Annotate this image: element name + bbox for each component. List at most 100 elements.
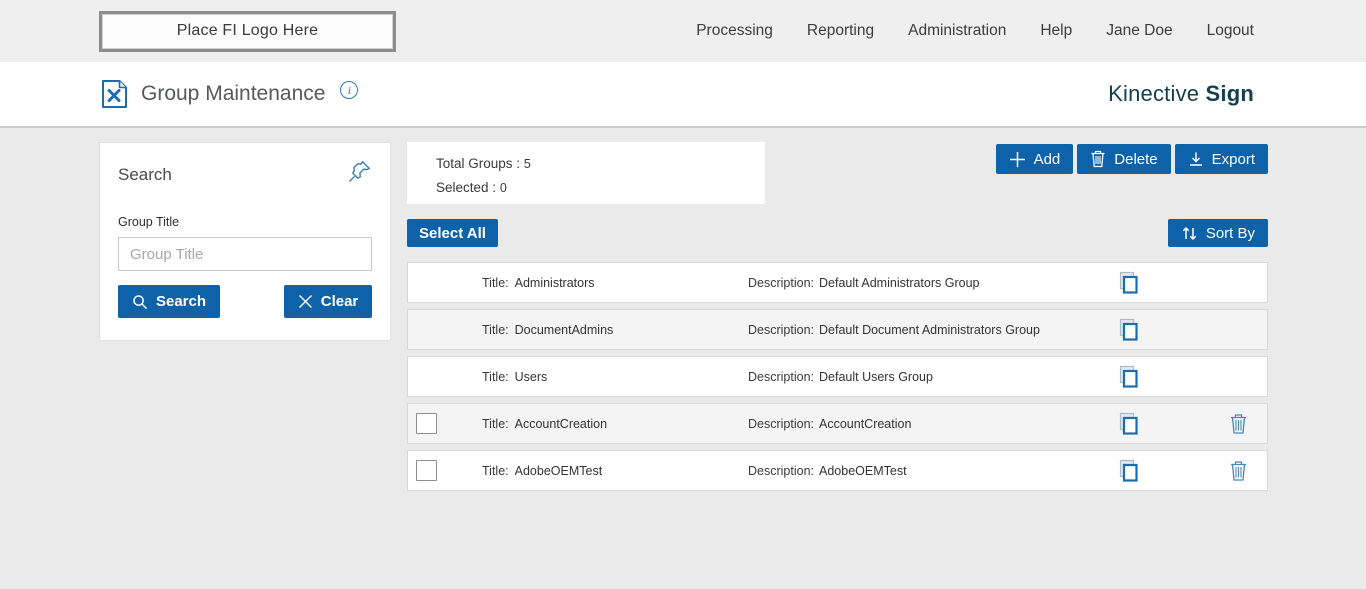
row-title-value: AccountCreation (514, 416, 608, 431)
row-title-cell: Title: AdobeOEMTest (482, 464, 748, 478)
group-row: Title: DocumentAdmins Description: Defau… (407, 309, 1268, 350)
nav-logout[interactable]: Logout (1206, 22, 1254, 39)
group-maintenance-page-icon (101, 79, 128, 109)
row-title-cell: Title: Users (482, 370, 748, 384)
row-checkbox-cell (408, 460, 482, 481)
total-groups-line: Total Groups : 5 (436, 156, 531, 171)
row-copy-button[interactable] (1117, 270, 1141, 296)
nav-administration[interactable]: Administration (908, 22, 1007, 39)
row-delete-button[interactable] (1227, 413, 1249, 435)
clear-x-icon (298, 294, 313, 309)
row-title-label: Title: (482, 416, 509, 431)
info-icon[interactable]: i (340, 81, 359, 99)
row-checkbox[interactable] (416, 460, 437, 481)
page-title: Group Maintenance (141, 82, 326, 105)
group-row: Title: AccountCreation Description: Acco… (407, 403, 1268, 444)
plus-icon (1009, 151, 1026, 168)
group-title-input[interactable] (118, 237, 372, 271)
row-title-label: Title: (482, 322, 509, 337)
row-title-cell: Title: AccountCreation (482, 417, 748, 431)
row-title-cell: Title: DocumentAdmins (482, 323, 748, 337)
row-title-value: Administrators (514, 275, 595, 290)
row-description-label: Description: (748, 275, 814, 290)
row-title-cell: Title: Administrators (482, 276, 748, 290)
row-description-label: Description: (748, 322, 814, 337)
total-groups-count: 5 (523, 157, 531, 171)
row-copy-button[interactable] (1117, 317, 1141, 343)
selected-line: Selected : 0 (436, 180, 507, 195)
row-copy-button[interactable] (1117, 364, 1141, 390)
row-copy-button[interactable] (1117, 411, 1141, 437)
page-header: Group Maintenance i Kinective Sign (0, 62, 1366, 128)
delete-button[interactable]: Delete (1077, 144, 1171, 174)
row-description-cell: Description: Default Users Group (748, 370, 1117, 384)
copy-icon (1117, 270, 1141, 296)
row-description-value: Default Document Administrators Group (819, 322, 1040, 337)
group-row: Title: Users Description: Default Users … (407, 356, 1268, 397)
search-panel-title: Search (118, 165, 172, 184)
download-icon (1188, 151, 1204, 167)
row-description-value: AccountCreation (819, 416, 912, 431)
row-checkbox-cell (408, 319, 482, 340)
nav-reporting[interactable]: Reporting (806, 22, 875, 39)
add-button[interactable]: Add (995, 144, 1074, 174)
list-controls: Select All Sort By (407, 219, 1268, 247)
row-checkbox-cell (408, 413, 482, 434)
row-description-cell: Description: AdobeOEMTest (748, 464, 1117, 478)
nav-user-jane-doe[interactable]: Jane Doe (1106, 22, 1173, 39)
summary-box: Total Groups : 5 Selected : 0 (407, 142, 765, 204)
group-title-label: Group Title (118, 215, 180, 229)
row-description-cell: Description: Default Document Administra… (748, 323, 1117, 337)
brand-product: Sign (1205, 81, 1254, 106)
row-description-value: AdobeOEMTest (819, 463, 907, 478)
row-title-value: AdobeOEMTest (514, 463, 603, 478)
nav-help[interactable]: Help (1040, 22, 1073, 39)
row-description-cell: Description: Default Administrators Grou… (748, 276, 1117, 290)
action-buttons: Add Delete (995, 144, 1268, 174)
select-all-button[interactable]: Select All (407, 219, 498, 247)
search-button[interactable]: Search (118, 285, 220, 318)
search-icon (132, 294, 148, 310)
row-description-cell: Description: AccountCreation (748, 417, 1117, 431)
content-area: Search Group Title Search (0, 128, 1366, 497)
group-row: Title: AdobeOEMTest Description: AdobeOE… (407, 450, 1268, 491)
groups-main: Total Groups : 5 Selected : 0 Add (407, 142, 1268, 497)
nav-processing[interactable]: Processing (696, 22, 773, 39)
copy-icon (1117, 411, 1141, 437)
row-description-value: Default Administrators Group (819, 275, 980, 290)
row-checkbox[interactable] (416, 413, 437, 434)
row-title-label: Title: (482, 463, 509, 478)
row-copy-button[interactable] (1117, 458, 1141, 484)
group-rows: Title: Administrators Description: Defau… (407, 262, 1268, 491)
sort-by-button[interactable]: Sort By (1167, 219, 1268, 247)
pin-icon[interactable] (347, 159, 372, 184)
trash-outline-icon (1229, 413, 1248, 435)
copy-icon (1117, 364, 1141, 390)
trash-outline-icon (1229, 460, 1248, 482)
row-title-label: Title: (482, 275, 509, 290)
row-title-value: Users (514, 369, 548, 384)
group-row: Title: Administrators Description: Defau… (407, 262, 1268, 303)
sort-arrows-icon (1181, 225, 1198, 242)
copy-icon (1117, 317, 1141, 343)
brand-logo: Kinective Sign (1108, 81, 1254, 107)
brand-name: Kinective (1108, 81, 1200, 106)
row-description-label: Description: (748, 369, 814, 384)
row-checkbox-cell (408, 272, 482, 293)
row-checkbox-cell (408, 366, 482, 387)
fi-logo-text: Place FI Logo Here (176, 22, 319, 39)
export-button[interactable]: Export (1174, 144, 1268, 174)
row-description-label: Description: (748, 463, 814, 478)
row-title-value: DocumentAdmins (514, 322, 614, 337)
copy-icon (1117, 458, 1141, 484)
row-description-value: Default Users Group (819, 369, 933, 384)
row-title-label: Title: (482, 369, 509, 384)
row-delete-button[interactable] (1227, 460, 1249, 482)
top-bar: Place FI Logo Here Processing Reporting … (0, 0, 1366, 62)
selected-count: 0 (499, 181, 507, 195)
search-panel: Search Group Title Search (99, 142, 391, 341)
clear-button[interactable]: Clear (284, 285, 372, 318)
row-description-label: Description: (748, 416, 814, 431)
fi-logo-placeholder: Place FI Logo Here (99, 10, 396, 52)
trash-icon (1090, 150, 1106, 168)
